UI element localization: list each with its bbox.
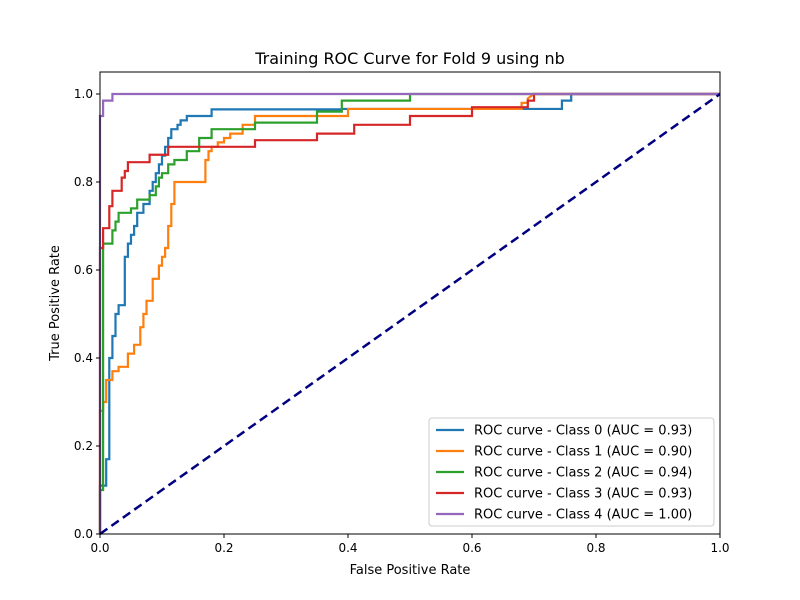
y-tick-label: 1.0	[74, 87, 93, 101]
x-tick-label: 0.4	[338, 541, 357, 555]
y-axis-label: True Positive Rate	[48, 245, 63, 362]
y-tick-label: 0.2	[74, 439, 93, 453]
x-tick-label: 0.0	[90, 541, 109, 555]
roc-curve-class-3	[98, 92, 720, 534]
roc-curve-class-0	[98, 92, 720, 534]
y-tick-label: 0.8	[74, 175, 93, 189]
x-tick-label: 0.8	[586, 541, 605, 555]
x-axis-ticks: 0.0 0.2 0.4 0.6 0.8 1.0	[90, 534, 730, 555]
chance-diagonal-line	[99, 92, 721, 536]
y-tick-label: 0.4	[74, 351, 93, 365]
legend-label-class-0: ROC curve - Class 0 (AUC = 0.93)	[474, 424, 692, 439]
legend-label-class-2: ROC curve - Class 2 (AUC = 0.94)	[474, 466, 692, 481]
legend-label-class-4: ROC curve - Class 4 (AUC = 1.00)	[474, 508, 692, 523]
legend-label-class-1: ROC curve - Class 1 (AUC = 0.90)	[474, 445, 692, 460]
y-tick-label: 0.6	[74, 263, 93, 277]
y-axis-ticks: 0.0 0.2 0.4 0.6 0.8 1.0	[74, 87, 100, 541]
plot-frame	[99, 71, 721, 535]
legend-box	[428, 417, 715, 527]
roc-curve-class-1	[98, 92, 720, 534]
x-tick-label: 1.0	[710, 541, 729, 555]
roc-curve-class-2	[98, 92, 720, 534]
x-tick-label: 0.2	[214, 541, 233, 555]
legend: ROC curve - Class 0 (AUC = 0.93) ROC curv…	[428, 417, 715, 527]
chart-title: Training ROC Curve for Fold 9 using nb	[254, 49, 565, 68]
y-tick-label: 0.0	[74, 527, 93, 541]
x-tick-label: 0.6	[462, 541, 481, 555]
legend-label-class-3: ROC curve - Class 3 (AUC = 0.93)	[474, 487, 692, 502]
x-axis-label: False Positive Rate	[350, 563, 471, 578]
